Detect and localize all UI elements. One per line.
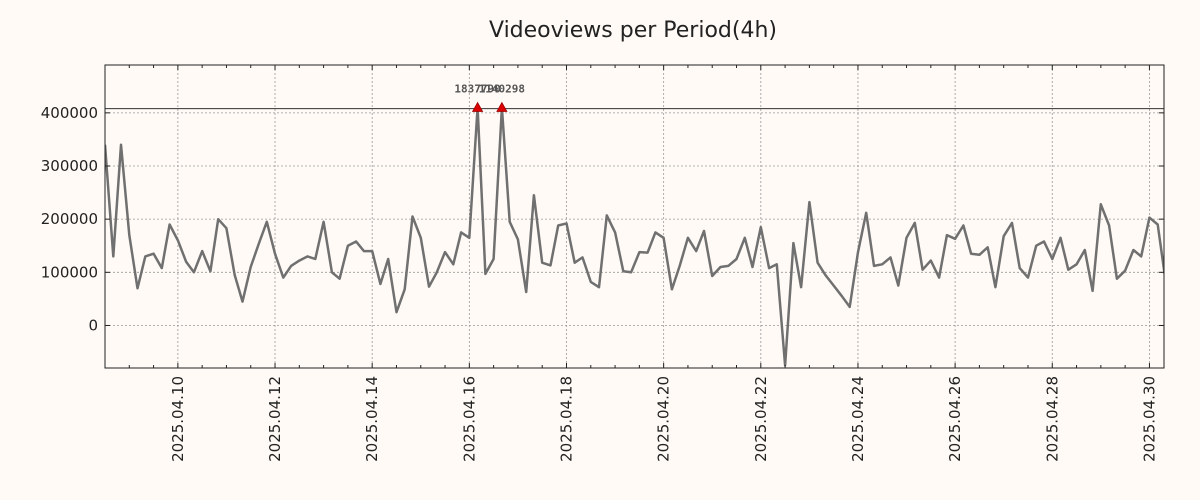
x-tick-label: 2025.04.30 <box>1140 376 1158 462</box>
plot-frame <box>104 64 1165 369</box>
x-tick-label: 2025.04.22 <box>752 376 770 462</box>
x-tick-label: 2025.04.28 <box>1043 376 1061 462</box>
x-tick-label: 2025.04.14 <box>363 376 381 462</box>
chart-title: Videoviews per Period(4h) <box>489 18 777 43</box>
y-tick-label: 100000 <box>41 263 98 281</box>
grid-layer <box>105 65 1164 368</box>
peak-marker <box>496 101 508 112</box>
series-layer <box>105 106 1164 367</box>
y-tick-label: 300000 <box>41 157 98 175</box>
x-tick-label: 2025.04.16 <box>460 376 478 462</box>
y-tick-label: 200000 <box>41 210 98 228</box>
series-line <box>105 106 1164 367</box>
x-tick-label: 2025.04.10 <box>169 376 187 462</box>
y-tick-label: 0 <box>88 316 98 334</box>
axis-layer: 0 100000 200000 300000 400000 2025.04.10 2025.… <box>41 65 1164 462</box>
x-tick-label: 2025.04.20 <box>655 376 673 462</box>
y-tick-label: 400000 <box>41 104 98 122</box>
peak-marker <box>471 101 484 112</box>
peak-label: 1837790 <box>454 83 500 96</box>
peak-label: 1140298 <box>479 83 525 96</box>
x-tick-label: 2025.04.12 <box>266 376 284 462</box>
x-tick-label: 2025.04.18 <box>557 376 575 462</box>
x-tick-label: 2025.04.26 <box>946 376 964 462</box>
x-tick-label: 2025.04.24 <box>849 376 867 462</box>
